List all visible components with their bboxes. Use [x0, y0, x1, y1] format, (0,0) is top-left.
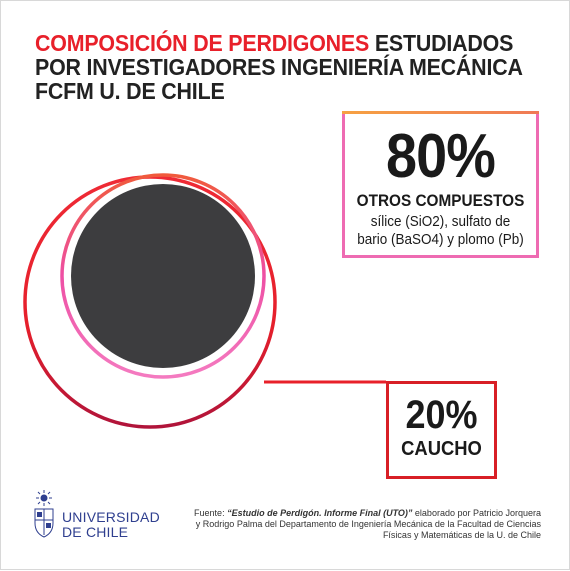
major-share-circle [60, 173, 266, 379]
title-line-1-rest: ESTUDIADOS [369, 30, 514, 56]
title-line-3: FCFM U. DE CHILE [35, 78, 225, 104]
major-label: OTROS COMPUESTOS [356, 192, 525, 210]
title-highlight: COMPOSICIÓN DE PERDIGONES [35, 30, 370, 56]
university-seal-icon [34, 490, 54, 538]
minor-label: CAUCHO [401, 438, 482, 460]
stat-box-major: 80% OTROS COMPUESTOS sílice (SiO2), sulf… [342, 111, 539, 258]
logo-line-1: UNIVERSIDAD [62, 509, 160, 525]
university-logo-text: UNIVERSIDAD DE CHILE [62, 510, 160, 540]
source-rest: elaborado por Patricio Jorquera y Rodrig… [195, 508, 541, 540]
source-prefix: Fuente: [194, 508, 228, 518]
title-line-1: COMPOSICIÓN DE PERDIGONES ESTUDIADOS [35, 30, 513, 56]
major-detail: sílice (SiO2), sulfato de bario (BaSO4) … [357, 214, 524, 248]
major-share-fill [71, 184, 255, 368]
minor-percent: 20% [405, 393, 478, 437]
major-percent: 80% [386, 122, 496, 191]
stat-box-minor: 20% CAUCHO [386, 381, 497, 479]
title-line-2: POR INVESTIGADORES INGENIERÍA MECÁNICA [35, 54, 523, 80]
source-citation: Fuente: “Estudio de Perdigón. Informe Fi… [191, 508, 541, 541]
source-title: “Estudio de Perdigón. Informe Final (UTO… [227, 508, 413, 518]
page-title: COMPOSICIÓN DE PERDIGONES ESTUDIADOS POR… [35, 30, 523, 104]
logo-line-2: DE CHILE [62, 524, 129, 540]
